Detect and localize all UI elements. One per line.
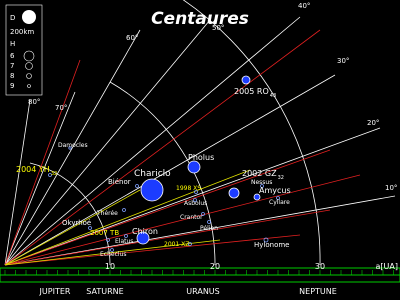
legend-h-circle [27, 84, 31, 88]
object-dot [122, 208, 126, 212]
object-dot [228, 187, 240, 199]
object-dot [124, 234, 128, 238]
object-dot [110, 248, 114, 252]
object-label: Cyllare [269, 199, 290, 206]
object-dot [263, 237, 269, 243]
object-dot [260, 184, 264, 188]
object-dot [241, 75, 251, 85]
planet-label: NEPTUNE [299, 287, 337, 296]
object-dot [68, 146, 72, 150]
object-dot [188, 242, 192, 246]
angle-label: 10° [385, 184, 397, 192]
legend-box [5, 4, 43, 96]
planet-label: JUPITER [39, 287, 71, 296]
object-label-sub: 32 [278, 175, 284, 181]
object-label: Biénor [108, 178, 131, 186]
legend-h-value: 8 [10, 72, 14, 80]
angle-label: 60° [126, 34, 138, 42]
object-label: Okyrhoé [62, 219, 91, 227]
yellow-lines [4, 169, 251, 266]
object-dot [88, 226, 92, 230]
object-label: Chariclo [134, 169, 171, 179]
object-dot [253, 193, 261, 201]
object-dot [135, 184, 139, 188]
object-dot [193, 198, 197, 202]
angle-label: 40° [298, 2, 310, 10]
object-dot [48, 173, 52, 177]
legend-h-circle [25, 62, 33, 70]
legend-h-circle [26, 73, 32, 79]
object-label: Nessus [251, 179, 272, 186]
object-label: 2001 XZ [164, 241, 189, 248]
legend-d-size: 200km [10, 28, 34, 36]
object-label: Amycus [259, 186, 291, 195]
object-dot [136, 231, 150, 245]
object-label: 2005 RO [234, 87, 269, 96]
angle-label: 50° [212, 24, 224, 32]
object-dot [106, 238, 110, 242]
object-label: Crantor [180, 214, 203, 221]
object-dot [194, 190, 198, 194]
object-label: Elatus [115, 238, 133, 245]
angle-label: 20° [367, 119, 379, 127]
angle-label: 30° [337, 57, 349, 65]
legend-h-value: 6 [10, 52, 15, 60]
angle-label: 70° [55, 104, 67, 112]
object-label: Damocles [58, 142, 88, 149]
title: Centaures [151, 9, 249, 29]
legend-d-circle [22, 10, 36, 24]
object-dot [140, 178, 164, 202]
object-dot [201, 212, 205, 216]
planet-label: URANUS [186, 287, 219, 296]
legend-d: D [10, 14, 15, 22]
object-label: 2002 GZ [242, 169, 277, 178]
object-label: Pholus [188, 153, 214, 162]
legend-h-value: 9 [10, 82, 14, 90]
object-label: 2007 TB [90, 229, 119, 237]
planet-label: SATURNE [86, 287, 123, 296]
axis-tick-label: 20 [210, 262, 220, 271]
object-dot [276, 196, 280, 200]
object-dot [187, 160, 201, 174]
legend-h-value: 7 [10, 62, 14, 70]
object-label: 2004 YH [16, 165, 50, 174]
angle-label: 80° [28, 98, 40, 106]
axis-tick-label: 10 [105, 262, 115, 271]
orbit-lines [4, 29, 361, 266]
object-label: 1998 XS [176, 185, 201, 192]
object-label: Asbolus [184, 200, 207, 207]
object-label: Thérée [96, 210, 118, 217]
object-label-sub: 32 [51, 171, 57, 177]
legend-h-circle [23, 50, 35, 62]
object-label: Chiron [132, 227, 158, 236]
object-label: Pélion [200, 225, 218, 232]
object-label-sub: 43 [270, 93, 276, 99]
arcs [4, 0, 396, 266]
object-dot [207, 220, 211, 224]
legend-h: H [10, 40, 15, 48]
object-label: Echeclus [100, 251, 126, 258]
object-label: Hylonome [254, 241, 289, 249]
axis-unit: a[UA] [376, 262, 398, 271]
axis-tick-label: 30 [315, 262, 325, 271]
